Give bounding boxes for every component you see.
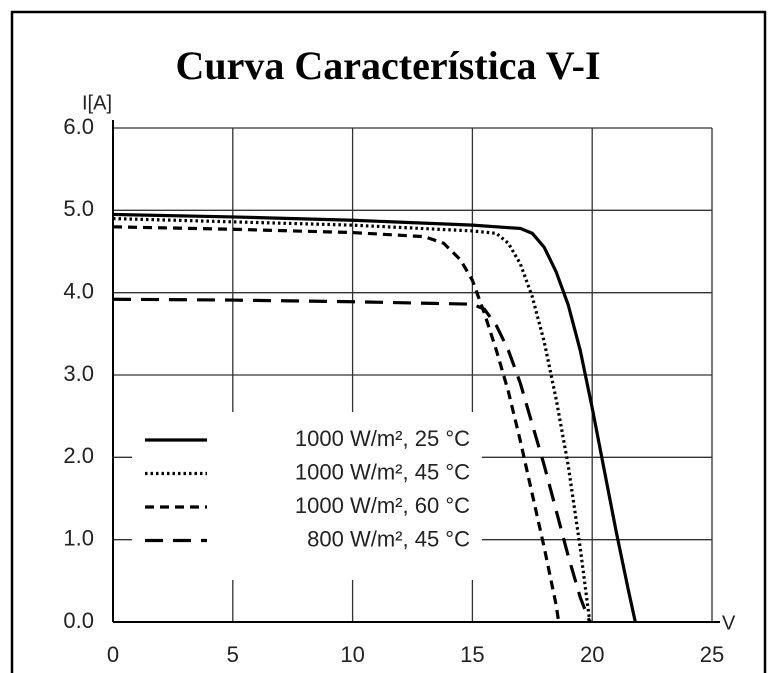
y-tick-label: 1.0: [63, 525, 94, 550]
y-tick-label: 3.0: [63, 361, 94, 386]
series-line: [112, 297, 592, 623]
x-axis-label: V: [722, 612, 736, 634]
x-tick-label: 25: [700, 642, 724, 667]
chart-title: Curva Característica V-I: [175, 43, 600, 88]
y-axis-label: I[A]: [82, 92, 112, 114]
x-tick-label: 5: [227, 642, 239, 667]
legend-label: 1000 W/m², 60 °C: [295, 493, 470, 518]
x-tick-label: 20: [580, 642, 604, 667]
legend: 1000 W/m², 25 °C 1000 W/m², 45 °C 1000 W/m…: [132, 412, 482, 580]
y-tick-label: 2.0: [63, 443, 94, 468]
legend-label: 800 W/m², 45 °C: [307, 526, 470, 551]
legend-label: 1000 W/m², 45 °C: [295, 459, 470, 484]
frame: [10, 10, 767, 673]
x-tick-label: 15: [460, 642, 484, 667]
y-tick-label: 4.0: [63, 278, 94, 303]
x-tick-label: 0: [107, 642, 119, 667]
series-line: [112, 212, 637, 623]
series-line: [112, 225, 561, 623]
legend-label: 1000 W/m², 25 °C: [295, 426, 470, 451]
x-tick-label: 10: [340, 642, 364, 667]
y-tick-label: 6.0: [63, 114, 94, 139]
y-tick-label: 5.0: [63, 196, 94, 221]
y-tick-label: 0.0: [63, 608, 94, 633]
